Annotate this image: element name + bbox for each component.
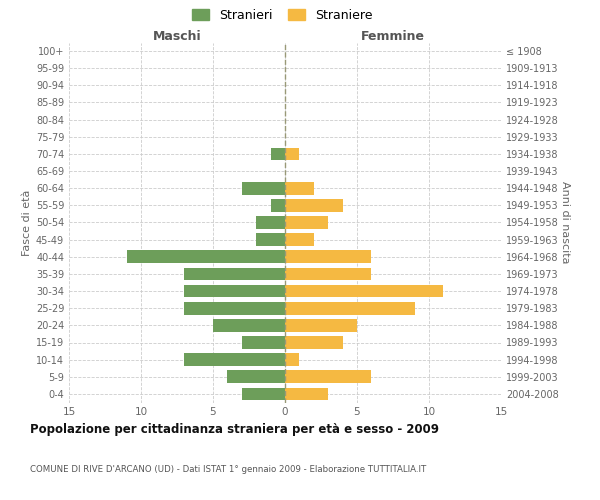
Bar (213, 319, 285, 332)
Bar (285, 250, 371, 263)
Bar (285, 148, 299, 160)
Bar (184, 302, 285, 314)
Bar (285, 370, 371, 383)
Bar (184, 284, 285, 298)
Bar (285, 216, 328, 229)
Bar (285, 388, 328, 400)
Bar (127, 250, 285, 263)
Y-axis label: Fasce di età: Fasce di età (22, 190, 32, 256)
Bar (271, 199, 285, 212)
Y-axis label: Anni di nascita: Anni di nascita (560, 181, 570, 264)
Bar (184, 353, 285, 366)
Bar (285, 319, 357, 332)
Legend: Stranieri, Straniere: Stranieri, Straniere (191, 8, 373, 22)
Bar (242, 182, 285, 194)
Bar (285, 284, 443, 298)
Bar (184, 268, 285, 280)
Bar (271, 148, 285, 160)
Bar (285, 233, 314, 246)
Text: COMUNE DI RIVE D'ARCANO (UD) - Dati ISTAT 1° gennaio 2009 - Elaborazione TUTTITA: COMUNE DI RIVE D'ARCANO (UD) - Dati ISTA… (30, 465, 426, 474)
Bar (285, 302, 415, 314)
Bar (285, 182, 314, 194)
Bar (256, 216, 285, 229)
Bar (227, 370, 285, 383)
Bar (285, 268, 371, 280)
Bar (285, 336, 343, 349)
Text: Popolazione per cittadinanza straniera per età e sesso - 2009: Popolazione per cittadinanza straniera p… (30, 422, 439, 436)
Bar (285, 353, 299, 366)
Text: Maschi: Maschi (152, 30, 202, 43)
Bar (285, 199, 343, 212)
Bar (256, 233, 285, 246)
Text: Femmine: Femmine (361, 30, 425, 43)
Bar (242, 336, 285, 349)
Bar (242, 388, 285, 400)
